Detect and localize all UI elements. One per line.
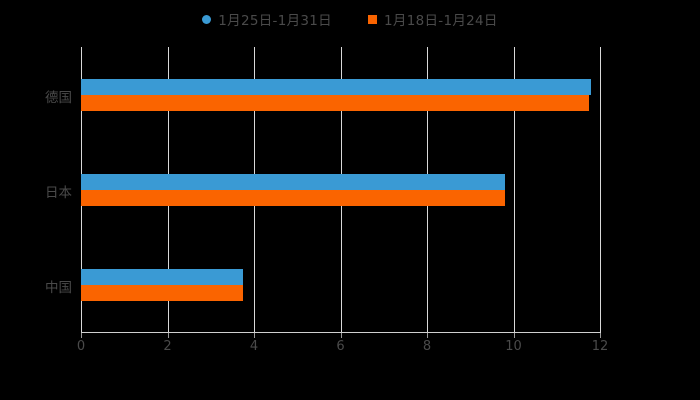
legend-label-series-1: 1月18日-1月24日 [384, 13, 498, 29]
y-axis-category-label: 中国 [45, 280, 72, 297]
y-axis-category-label: 德国 [45, 89, 72, 106]
legend-item-series-0[interactable]: 1月25日-1月31日 [202, 9, 332, 29]
x-axis-tick-label: 10 [505, 339, 522, 354]
bar-group [81, 174, 600, 206]
x-axis-tick-label: 4 [249, 339, 259, 354]
x-axis-tick-label: 2 [163, 339, 172, 354]
plot-area: 0 2 4 6 8 10 12 [77, 47, 608, 354]
tick-mark-x-6 [340, 333, 342, 338]
x-axis-tick-label: 0 [76, 339, 86, 354]
bar[interactable] [81, 190, 505, 206]
tick-mark-x-10 [513, 333, 515, 338]
tick-mark-x-0 [81, 333, 82, 338]
gridline-x-10 [513, 47, 515, 333]
tick-mark-x-12 [600, 333, 601, 338]
tick-mark-x-8 [427, 333, 428, 338]
bar[interactable] [81, 269, 244, 286]
x-axis-tick-label: 6 [336, 339, 345, 354]
tick-mark-x-2 [167, 333, 169, 338]
bar[interactable] [81, 174, 505, 190]
gridline-x-12 [600, 47, 601, 333]
legend-item-series-1[interactable]: 1月18日-1月24日 [368, 9, 498, 29]
bar-group [81, 78, 600, 111]
legend-square-marker-icon [368, 14, 377, 24]
bar-group [81, 269, 600, 302]
bar[interactable] [81, 94, 590, 111]
y-axis-category-label: 日本 [45, 185, 72, 201]
tick-mark-x-4 [254, 333, 255, 338]
legend-label-series-0: 1月25日-1月31日 [218, 13, 332, 29]
x-axis-line [81, 332, 600, 333]
x-axis-tick-label: 12 [591, 339, 609, 354]
legend-circle-marker-icon [202, 14, 212, 24]
bar[interactable] [81, 78, 592, 95]
chart-legend: 1月25日-1月31日 1月18日-1月24日 [0, 6, 700, 32]
x-axis-tick-label: 8 [422, 339, 432, 354]
bar[interactable] [81, 285, 244, 302]
